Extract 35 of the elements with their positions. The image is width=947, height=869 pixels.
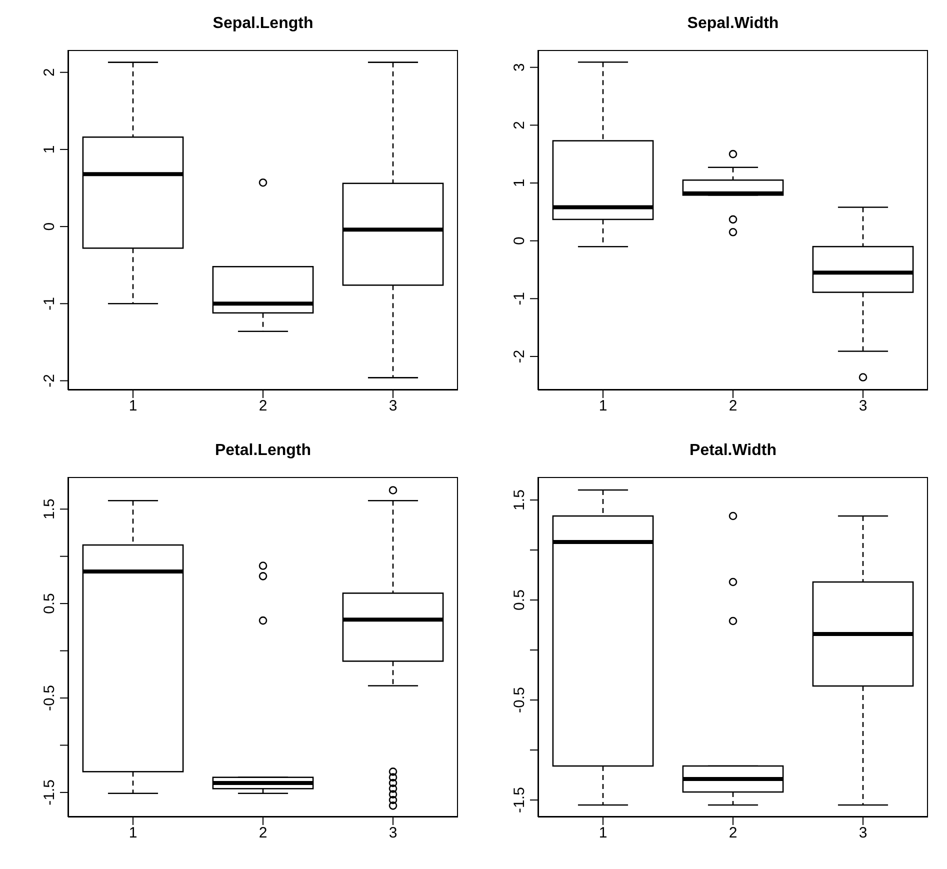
x-tick-label: 1 bbox=[598, 398, 608, 415]
y-tick-label: 3 bbox=[511, 63, 528, 72]
y-tick-label: 0.5 bbox=[41, 593, 58, 614]
y-tick-label: -0.5 bbox=[511, 687, 528, 713]
y-tick-label: 1 bbox=[511, 178, 528, 188]
chart-title: Petal.Width bbox=[688, 441, 778, 461]
y-tick-label: -1.5 bbox=[41, 780, 58, 806]
y-tick-label: -2 bbox=[41, 374, 58, 388]
x-tick-label: 3 bbox=[858, 824, 868, 842]
x-tick-label: 3 bbox=[388, 398, 398, 415]
chart-title: Petal.Length bbox=[214, 441, 312, 461]
y-tick-label: -0.5 bbox=[41, 685, 58, 711]
x-tick-label: 1 bbox=[598, 824, 608, 842]
x-tick-label: 3 bbox=[858, 398, 868, 415]
y-tick-label: 1 bbox=[41, 145, 58, 154]
y-tick-label: 2 bbox=[41, 68, 58, 77]
x-tick-label: 3 bbox=[388, 824, 398, 842]
x-tick-label: 2 bbox=[728, 824, 738, 842]
y-tick-label: -1.5 bbox=[511, 787, 528, 813]
x-tick-label: 1 bbox=[128, 398, 138, 415]
x-tick-label: 2 bbox=[258, 824, 268, 842]
y-tick-label: -2 bbox=[511, 350, 528, 364]
x-tick-label: 1 bbox=[128, 824, 138, 842]
chart-title: Sepal.Width bbox=[686, 14, 780, 34]
x-tick-label: 2 bbox=[728, 398, 738, 415]
x-tick-label: 2 bbox=[258, 398, 268, 415]
y-tick-label: -1 bbox=[41, 296, 58, 310]
y-tick-label: 1.5 bbox=[511, 490, 528, 510]
chart-title: Sepal.Length bbox=[212, 14, 314, 34]
y-tick-label: 0.5 bbox=[511, 590, 528, 610]
y-tick-label: 0 bbox=[41, 222, 58, 231]
y-tick-label: 2 bbox=[511, 121, 528, 130]
y-tick-label: 1.5 bbox=[41, 498, 58, 520]
y-tick-label: 0 bbox=[511, 236, 528, 245]
y-tick-label: -1 bbox=[511, 292, 528, 306]
